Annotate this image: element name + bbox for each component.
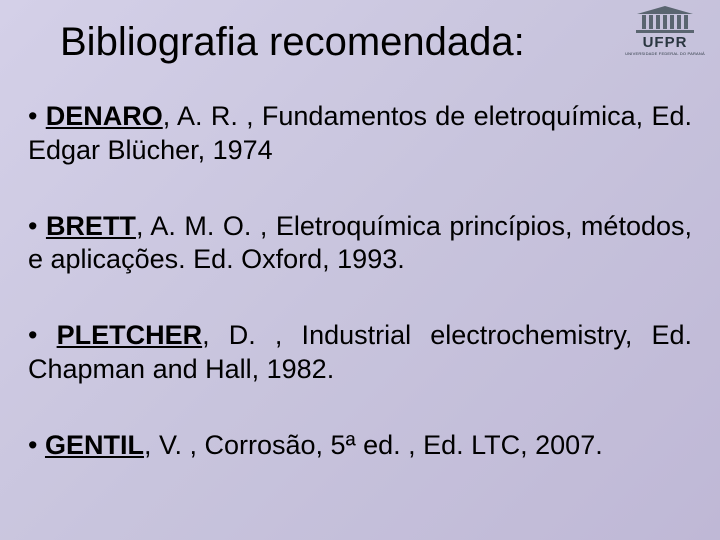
list-item: • DENARO, A. R. , Fundamentos de eletroq… <box>28 100 692 168</box>
author-name: GENTIL <box>45 430 144 460</box>
logo-subtitle: UNIVERSIDADE FEDERAL DO PARANÁ <box>625 51 705 56</box>
list-item: • PLETCHER, D. , Industrial electrochemi… <box>28 319 692 387</box>
bullet-icon: • <box>28 320 57 350</box>
item-text: , V. , Corrosão, 5ª ed. , Ed. LTC, 2007. <box>144 430 603 460</box>
list-item: • GENTIL, V. , Corrosão, 5ª ed. , Ed. LT… <box>28 429 692 463</box>
author-name: DENARO <box>46 101 163 131</box>
bullet-icon: • <box>28 430 45 460</box>
bibliography-list: • DENARO, A. R. , Fundamentos de eletroq… <box>28 100 692 504</box>
logo-building-icon <box>635 6 695 33</box>
author-name: PLETCHER <box>57 320 203 350</box>
list-item: • BRETT, A. M. O. , Eletroquímica princí… <box>28 210 692 278</box>
logo-acronym: UFPR <box>643 34 688 51</box>
bullet-icon: • <box>28 101 46 131</box>
bullet-icon: • <box>28 211 46 241</box>
ufpr-logo: UFPR UNIVERSIDADE FEDERAL DO PARANÁ <box>620 6 710 56</box>
author-name: BRETT <box>46 211 136 241</box>
page-title: Bibliografia recomendada: <box>60 20 525 65</box>
